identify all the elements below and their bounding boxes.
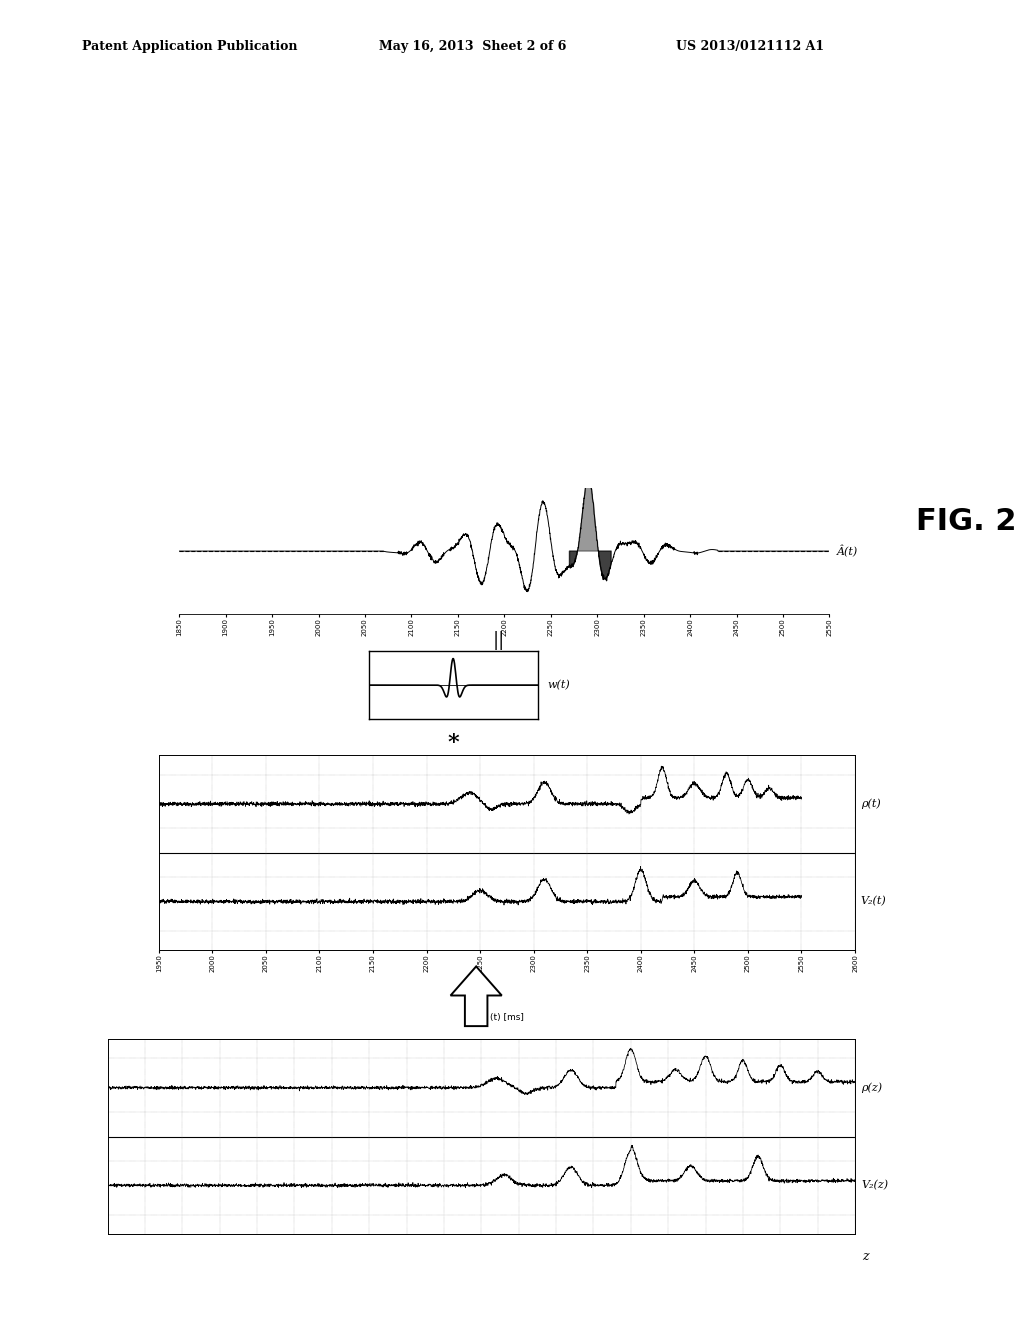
Text: Patent Application Publication: Patent Application Publication [82,40,297,53]
FancyArrow shape [451,966,502,1026]
Text: z: z [862,1250,869,1263]
Text: ρ(t): ρ(t) [860,799,881,809]
Text: V₂(z): V₂(z) [861,1180,888,1191]
Text: Â(t): Â(t) [838,545,858,557]
Text: w(t): w(t) [548,680,570,690]
Text: FIG. 2: FIG. 2 [916,507,1017,536]
Text: (t) [ms]: (t) [ms] [489,1012,524,1022]
Text: ρ(z): ρ(z) [861,1082,882,1093]
Text: US 2013/0121112 A1: US 2013/0121112 A1 [676,40,824,53]
Text: ||: || [493,631,505,649]
Text: (t) [ms]: (t) [ms] [487,696,521,705]
Text: May 16, 2013  Sheet 2 of 6: May 16, 2013 Sheet 2 of 6 [379,40,566,53]
Text: *: * [447,733,460,754]
Text: V₂(t): V₂(t) [860,896,887,907]
